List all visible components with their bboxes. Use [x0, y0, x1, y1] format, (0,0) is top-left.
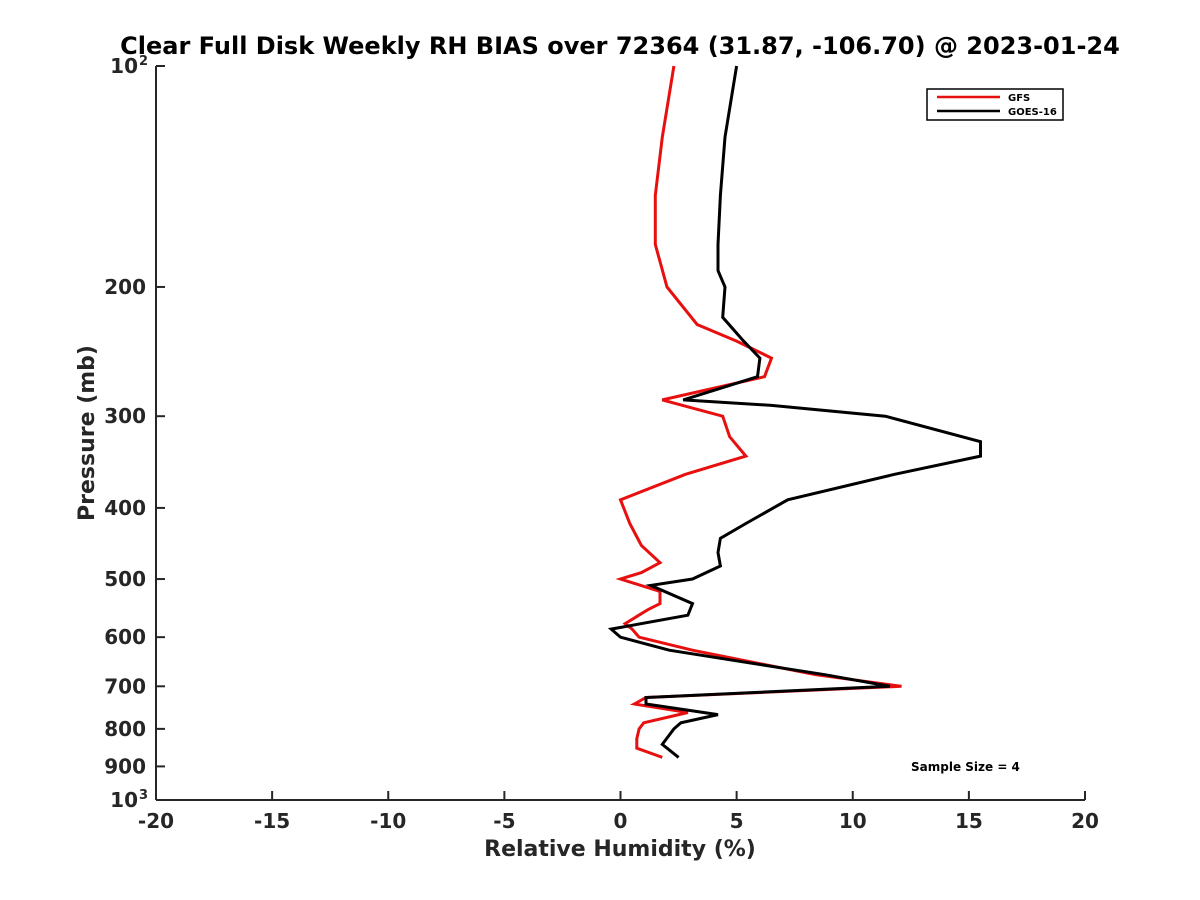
x-tick-label: -10 — [370, 809, 406, 833]
y-tick-label: 10 — [110, 54, 138, 78]
x-ticks: -20 -15 -10 -5 0 5 10 15 20 — [138, 791, 1099, 833]
x-tick-label: -20 — [138, 809, 174, 833]
y-axis-label: Pressure (mb) — [75, 345, 100, 521]
legend-box — [926, 88, 1064, 121]
y-tick-label: 200 — [104, 275, 146, 299]
y-tick-exponent: 2 — [139, 54, 148, 69]
sample-size-annotation: Sample Size = 4 — [911, 760, 1020, 774]
x-tick-label: 20 — [1071, 809, 1099, 833]
series-line-gfs — [615, 65, 902, 759]
y-tick-label: 600 — [104, 625, 146, 649]
y-tick-label: 800 — [104, 717, 146, 741]
y-tick-label: 500 — [104, 567, 146, 591]
x-tick-label: 5 — [730, 809, 744, 833]
legend-label-gfs: GFS — [1008, 93, 1030, 104]
x-tick-label: -5 — [493, 809, 515, 833]
series-line-goes16 — [607, 65, 982, 759]
y-tick-label: 700 — [104, 674, 146, 698]
legend-label-goes16: GOES-16 — [1008, 107, 1057, 118]
x-tick-label: -15 — [254, 809, 290, 833]
y-tick-exponent: 3 — [139, 788, 148, 803]
y-tick-label: 400 — [104, 496, 146, 520]
y-tick-label: 300 — [104, 404, 146, 428]
y-tick-label: 10 — [110, 788, 138, 812]
y-tick-label: 900 — [104, 754, 146, 778]
chart-title: Clear Full Disk Weekly RH BIAS over 7236… — [120, 32, 1120, 60]
plot-lines — [607, 65, 982, 759]
legend: GFS GOES-16 — [926, 88, 1064, 121]
x-axis-label: Relative Humidity (%) — [484, 837, 756, 862]
x-tick-label: 15 — [955, 809, 983, 833]
x-tick-label: 0 — [614, 809, 628, 833]
x-tick-label: 10 — [839, 809, 867, 833]
